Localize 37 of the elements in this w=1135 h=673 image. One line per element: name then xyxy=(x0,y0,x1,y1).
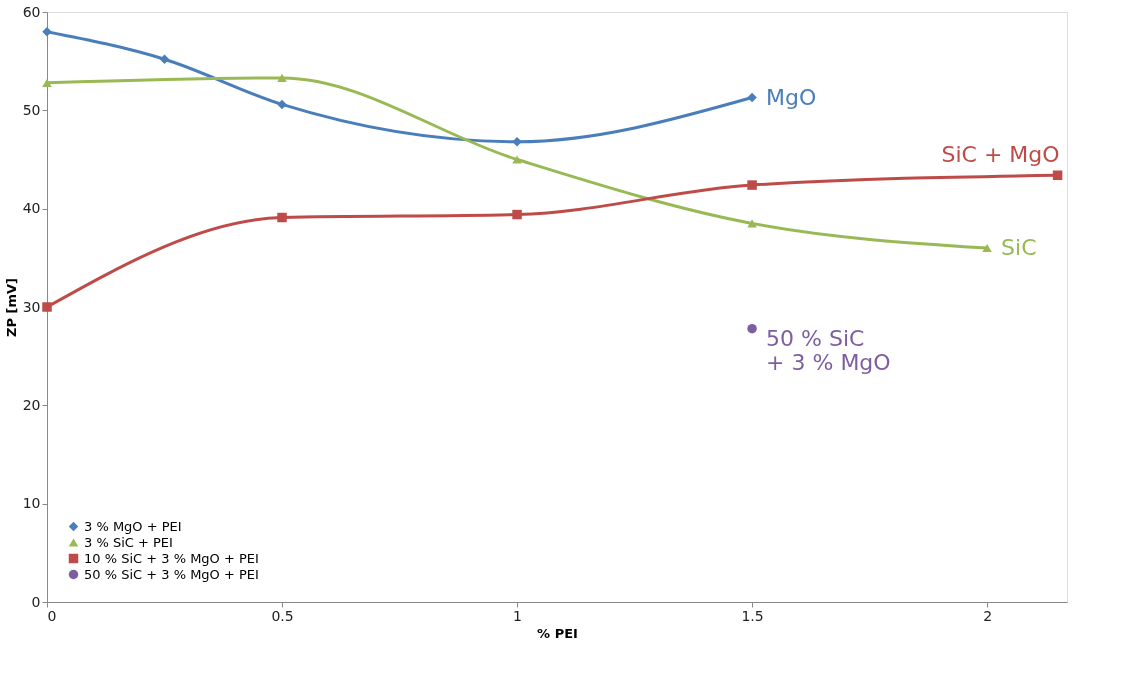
y-axis-title: ZP [mV] xyxy=(3,278,19,337)
legend-label: 3 % SiC + PEI xyxy=(84,534,173,550)
point xyxy=(277,73,287,82)
point xyxy=(42,78,52,87)
y-tick-label: 30 xyxy=(22,298,41,315)
point xyxy=(747,219,757,228)
x-tick-label: 2 xyxy=(983,607,993,624)
legend-label: 10 % SiC + 3 % MgO + PEI xyxy=(84,550,259,566)
legend-label: 50 % SiC + 3 % MgO + PEI xyxy=(84,566,259,582)
point xyxy=(747,92,757,103)
x-tick-label: 0 xyxy=(47,607,57,624)
x-tick-label: 0.5 xyxy=(271,607,294,624)
point xyxy=(512,155,522,164)
x-tick-label: 1.5 xyxy=(741,607,764,624)
point xyxy=(277,99,287,110)
annotation: 50 % SiC + 3 % MgO xyxy=(766,325,891,375)
point xyxy=(277,212,287,223)
point xyxy=(747,323,757,334)
annotation: MgO xyxy=(766,84,817,110)
y-tick-label: 0 xyxy=(31,593,41,610)
y-tick-label: 40 xyxy=(22,200,41,217)
point xyxy=(982,243,992,253)
point xyxy=(512,209,522,220)
annotation: SiC + MgO xyxy=(941,142,1060,168)
legend-label: 3 % MgO + PEI xyxy=(84,518,182,534)
point xyxy=(747,180,757,190)
y-tick-label: 10 xyxy=(22,495,41,512)
y-tick-label: 20 xyxy=(22,396,41,413)
y-tick-label: 60 xyxy=(22,3,41,20)
point xyxy=(159,54,170,64)
y-tick-label: 50 xyxy=(22,101,41,118)
point xyxy=(1052,170,1063,180)
point xyxy=(42,26,52,37)
point xyxy=(42,302,52,312)
x-axis-title: % PEI xyxy=(537,625,578,641)
x-tick-label: 1 xyxy=(513,607,523,624)
annotation: SiC xyxy=(1001,235,1037,260)
